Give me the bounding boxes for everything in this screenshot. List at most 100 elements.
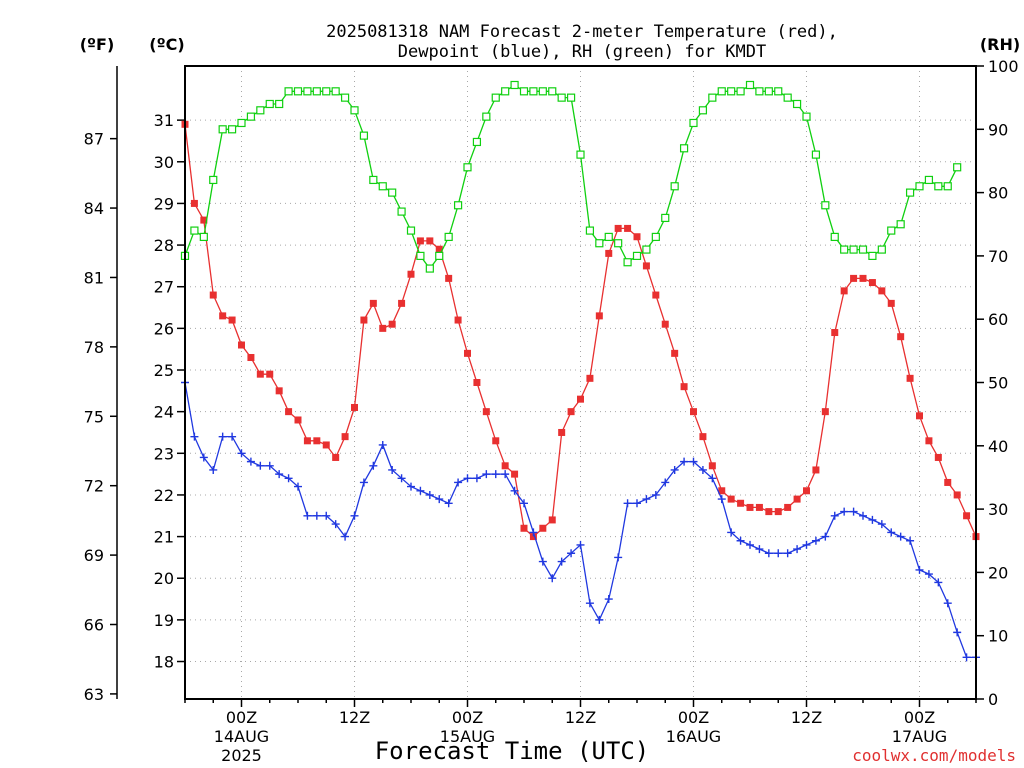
dewpoint-point [322,511,331,520]
rh-point [331,87,340,96]
temperature-point [303,437,311,445]
rh-point [623,258,632,267]
rh-point [821,201,830,210]
dewpoint-point [802,540,811,549]
celsius-tick-label: 22 [154,486,174,505]
celsius-tick-label: 29 [154,194,174,213]
rh-point [576,150,585,159]
series-layer [180,80,980,662]
rh-point [444,232,453,242]
dewpoint-point [849,507,858,516]
dewpoint-point [906,536,915,545]
rh-point [350,106,359,115]
rh-point [529,87,538,96]
temperature-point [850,274,858,282]
rh-point [689,118,698,128]
dewpoint-point [246,457,255,466]
fahrenheit-tick-label: 81 [84,268,104,287]
dewpoint-point [228,432,237,441]
time-tick-label: 12Z [339,708,370,727]
rh-series-line [184,84,958,270]
dewpoint-point [482,470,491,479]
dewpoint-point [896,532,905,541]
dewpoint-point [199,453,208,462]
rh-point [246,112,256,121]
fahrenheit-axis: 63 66 69 72 75 78 81 84 87 [84,66,118,704]
temperature-point [680,383,688,391]
chart-title-line1: 2025081318 NAM Forecast 2-meter Temperat… [326,22,838,42]
rh-point [830,232,839,242]
time-tick-label: 00Z [904,708,935,727]
rh-point [595,239,604,248]
dewpoint-point [218,432,227,441]
rh-tick-label: 50 [988,374,1008,393]
dewpoint-point [557,557,566,566]
rh-point [877,245,886,254]
rh-point [548,87,557,96]
temperature-point [755,503,763,511]
temperature-point [407,270,415,278]
temperature-point [614,224,622,232]
rh-tick-label: 30 [988,500,1008,519]
temperature-point [652,291,660,299]
temperature-point [454,316,462,324]
dewpoint-point [793,545,802,554]
rh-point [472,137,482,147]
rh-point [359,131,369,140]
dewpoint-point [595,615,604,624]
rh-point [679,144,689,153]
rh-point [698,106,708,115]
dewpoint-point [642,495,651,504]
celsius-tick-label: 26 [154,319,174,338]
dewpoint-point [378,440,387,449]
temperature-point [916,412,923,420]
temperature-point [369,299,377,307]
temperature-point [388,320,396,328]
time-tick-label: 12Z [791,708,822,727]
temperature-point [322,441,330,449]
date-label: 14AUG [214,727,269,746]
temperature-point [878,287,886,295]
fahrenheit-unit-label: (ºF) [80,35,115,54]
dewpoint-point [604,595,613,604]
rh-point [651,232,660,242]
temperature-point [332,453,340,461]
rh-point [896,220,905,229]
dewpoint-point [265,461,274,470]
time-tick-label: 12Z [565,708,596,727]
rh-point [199,232,208,242]
temperature-point [887,299,895,307]
dewpoint-point [472,474,481,483]
rh-point [670,182,679,191]
dewpoint-point [510,486,519,495]
fahrenheit-tick-label: 78 [84,338,104,357]
dewpoint-point [369,461,378,470]
dewpoint-point [444,499,453,508]
rh-point [924,175,934,185]
rh-point [953,163,962,172]
dewpoint-point [774,549,783,558]
rh-tick-label: 80 [988,184,1008,203]
celsius-tick-label: 20 [154,569,174,588]
celsius-tick-label: 18 [154,653,174,672]
rh-point [284,87,293,96]
temperature-point [690,408,697,416]
temperature-point [492,437,500,445]
rh-point [783,93,792,102]
temperature-point [708,462,716,470]
dewpoint-point [529,528,538,537]
dewpoint-point [953,628,962,637]
dewpoint-point [501,470,510,479]
rh-point [519,87,529,96]
temperature-point [266,370,274,378]
temperature-point [661,320,669,328]
temperature-point [473,379,481,386]
celsius-unit-label: (ºC) [149,35,184,54]
rh-point [858,245,868,254]
temperature-point [219,312,227,320]
temperature-point [567,408,575,416]
celsius-tick-label: 23 [154,444,174,463]
dewpoint-point [425,490,434,499]
rh-point [482,112,491,121]
temperature-point [209,291,217,299]
